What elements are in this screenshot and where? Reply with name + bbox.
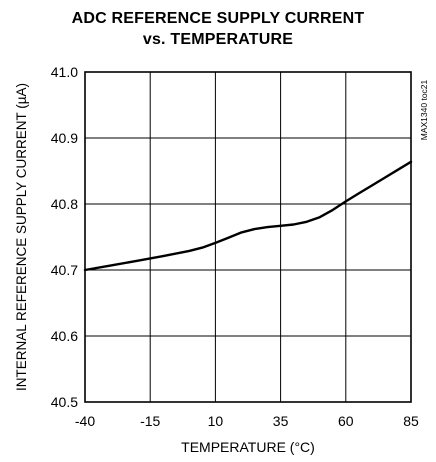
x-tick-label: -15 [140, 413, 160, 429]
plot-frame [84, 71, 412, 403]
y-tick-label: 40.5 [51, 394, 78, 410]
y-tick-label: 40.9 [51, 130, 78, 146]
x-tick-label: -40 [75, 413, 95, 429]
y-tick-label: 40.6 [51, 328, 78, 344]
y-tick-label: 40.7 [51, 262, 78, 278]
series-line [83, 160, 413, 272]
y-tick-labels: 41.0 40.9 40.8 40.7 40.6 40.5 [51, 64, 78, 410]
chart-title-line-1: ADC REFERENCE SUPPLY CURRENT [71, 10, 365, 27]
y-axis-label: INTERNAL REFERENCE SUPPLY CURRENT (µA) [14, 83, 29, 391]
y-tick-label: 41.0 [51, 64, 78, 80]
chart-annotation: MAX1340 toc21 [419, 79, 429, 140]
x-tick-label: 85 [403, 413, 419, 429]
x-tick-labels: -40 -15 10 35 60 85 [75, 413, 419, 429]
chart-title: ADC REFERENCE SUPPLY CURRENT vs. TEMPERA… [0, 8, 436, 50]
chart-title-line-2: vs. TEMPERATURE [142, 31, 294, 48]
gridlines [85, 72, 411, 402]
x-tick-label: 60 [338, 413, 354, 429]
x-tick-label: 10 [208, 413, 224, 429]
x-tick-label: 35 [273, 413, 289, 429]
x-axis-label: TEMPERATURE (°C) [181, 439, 315, 455]
y-tick-label: 40.8 [51, 196, 78, 212]
